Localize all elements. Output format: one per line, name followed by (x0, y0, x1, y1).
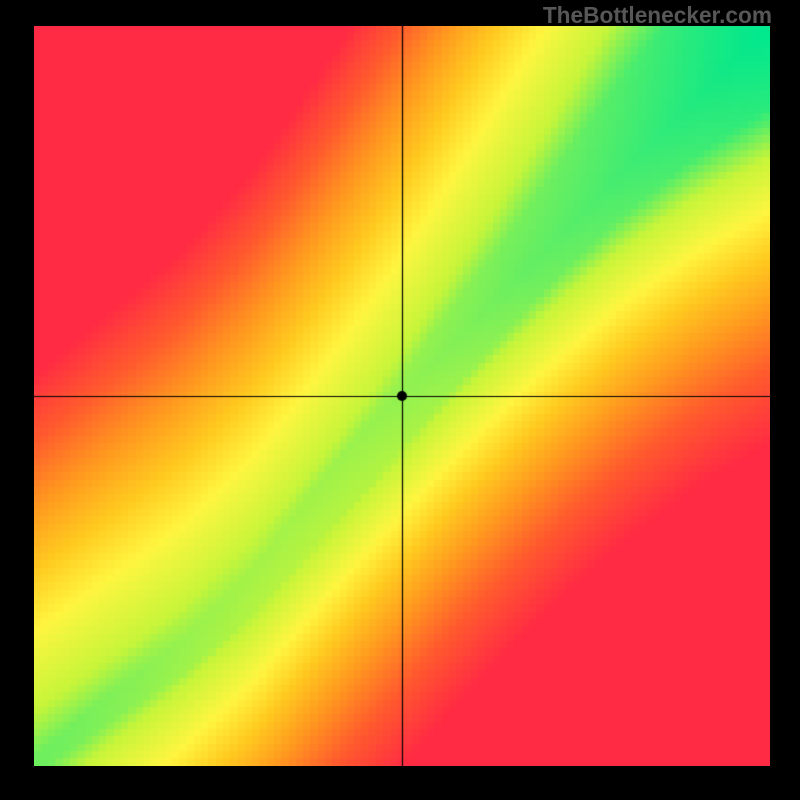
bottleneck-heatmap (34, 26, 770, 766)
watermark-text: TheBottlenecker.com (543, 2, 772, 29)
